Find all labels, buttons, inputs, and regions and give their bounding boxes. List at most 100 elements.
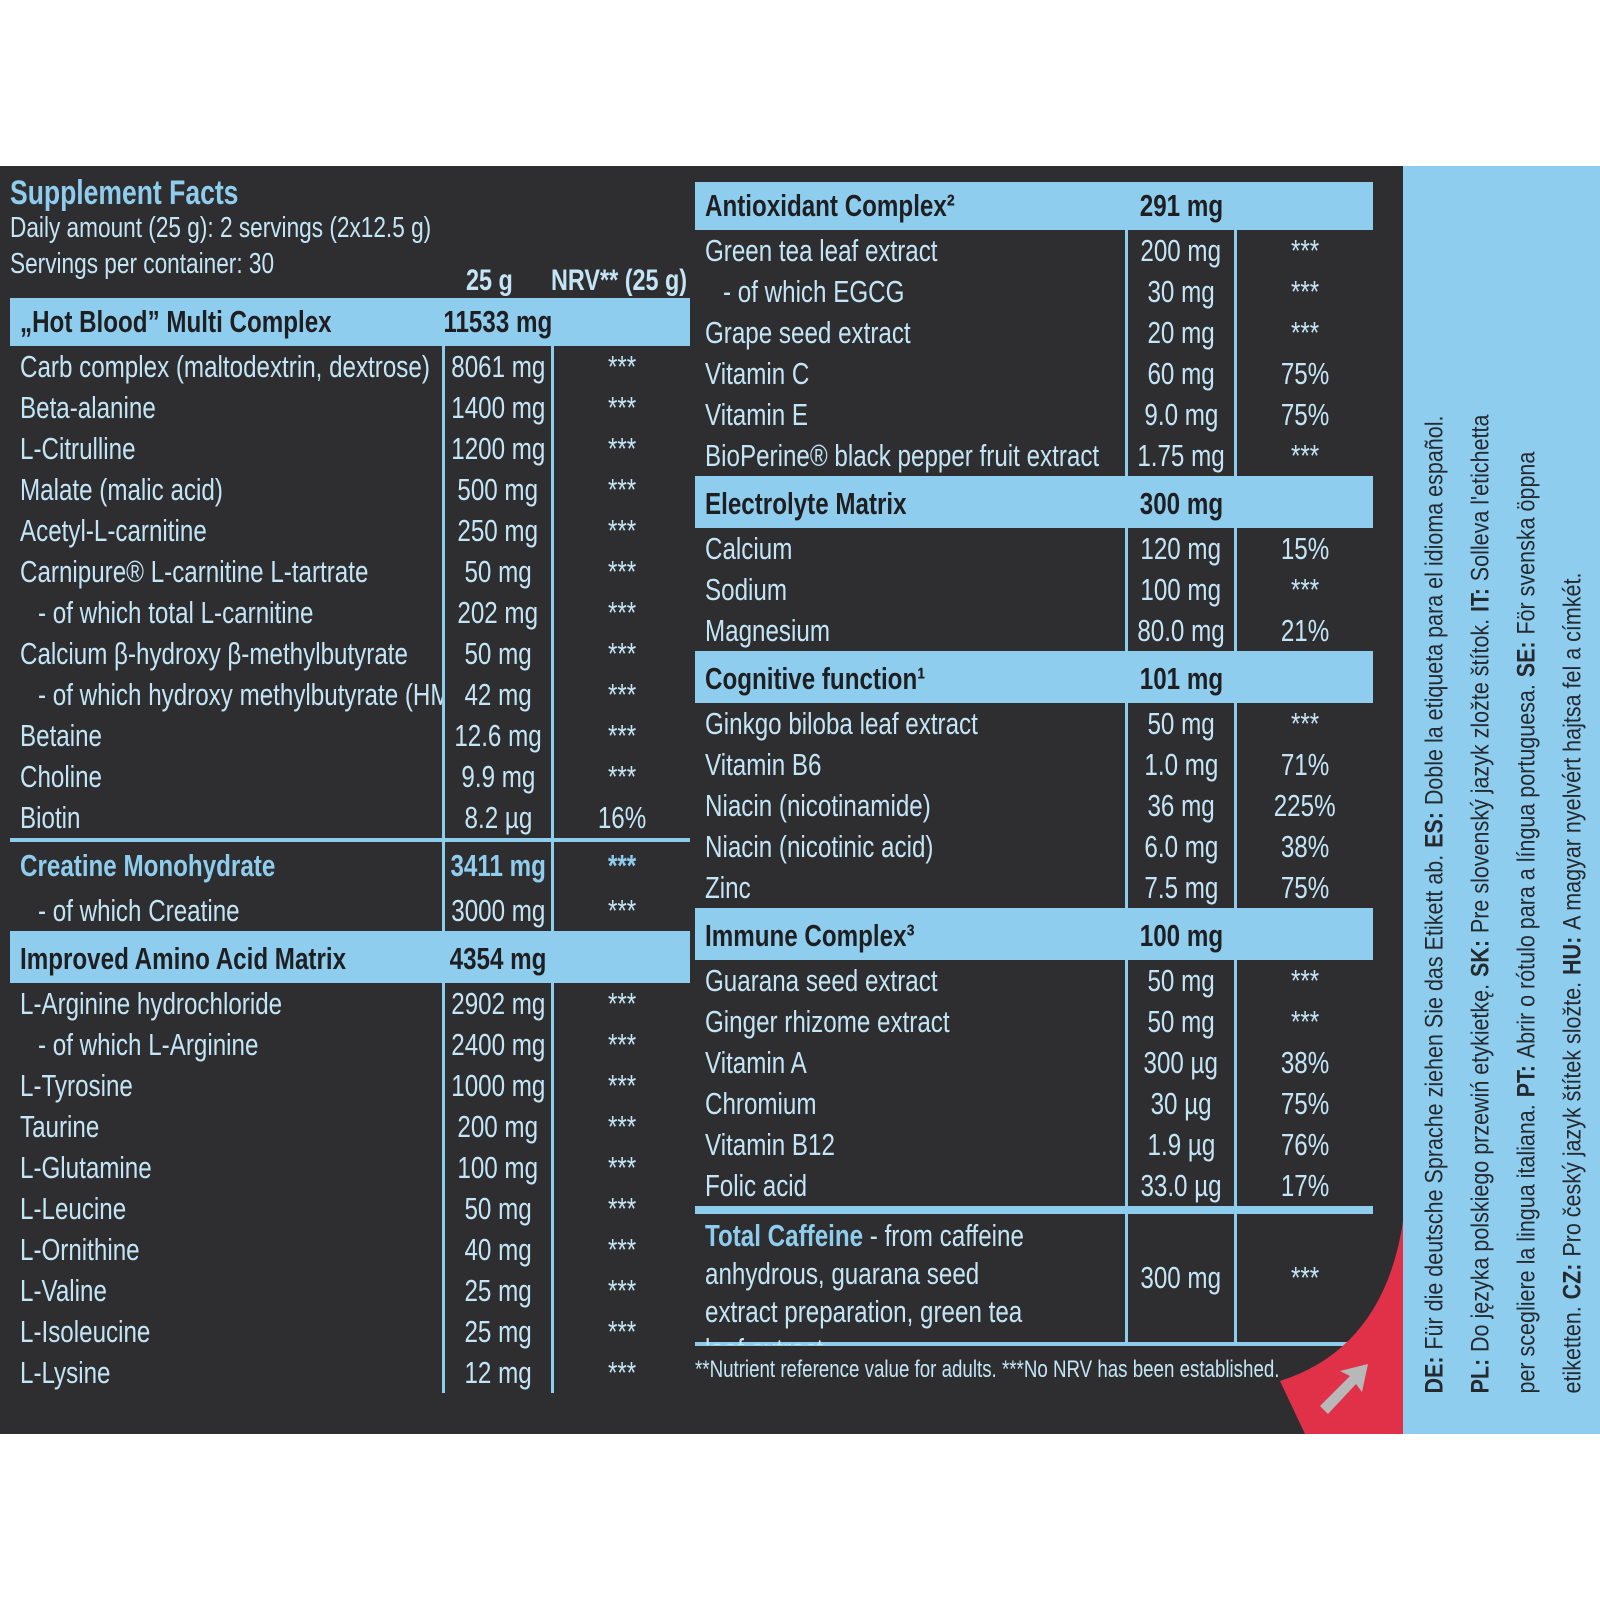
ingredient-name: Vitamin B12: [705, 1126, 835, 1162]
section-nrv-cell: [1234, 480, 1373, 528]
ingredient-nrv-cell: ***: [551, 346, 690, 387]
ingredient-amount: 30 mg: [1147, 273, 1215, 309]
ingredient-amount: 120 mg: [1140, 530, 1222, 566]
section: „Hot Blood” Multi Complex 11533 mg Carb co…: [10, 298, 690, 842]
ingredient-nrv-cell: ***: [551, 1229, 690, 1270]
ingredient-name-cell: L-Valine: [10, 1270, 442, 1311]
ingredient-nrv-cell: ***: [551, 890, 690, 931]
col-nrv: NRV** (25 g): [551, 264, 688, 297]
ingredient-nrv-cell: ***: [551, 1147, 690, 1188]
ingredient-name: Ginger rhizome extract: [705, 1003, 950, 1039]
ingredient-amount: 2902 mg: [450, 985, 546, 1021]
ingredient-nrv: ***: [607, 1149, 637, 1185]
header: Supplement Facts Daily amount (25 g): 2 s…: [10, 174, 690, 298]
ingredient-amount: 1400 mg: [450, 389, 546, 425]
ingredient-row: Sodium 100 mg ***: [695, 569, 1373, 610]
ingredient-nrv: ***: [607, 594, 637, 630]
ingredient-name-cell: Choline: [10, 756, 442, 797]
ingredient-nrv: 75%: [1280, 355, 1330, 391]
section: Creatine Monohydrate 3411 mg *** - of which…: [10, 842, 690, 935]
section-amount: 4354 mg: [449, 941, 547, 976]
ingredient-amount: 500 mg: [457, 471, 539, 507]
ingredient-nrv-cell: 76%: [1234, 1124, 1373, 1165]
ingredient-row: Ginger rhizome extract 50 mg ***: [695, 1001, 1373, 1042]
ingredient-amount-cell: 300 µg: [1125, 1042, 1234, 1083]
ingredient-row: Magnesium 80.0 mg 21%: [695, 610, 1373, 651]
section-name: Improved Amino Acid Matrix: [20, 941, 347, 976]
ingredient-row: Taurine 200 mg ***: [10, 1106, 690, 1147]
ingredient-name: BioPerine® black pepper fruit extract: [705, 437, 1100, 473]
ingredient-nrv-cell: ***: [1234, 569, 1373, 610]
caffeine-nrv-cell: ***: [1234, 1214, 1373, 1342]
ingredient-name: Vitamin B6: [705, 746, 822, 782]
language-code: HU:: [1558, 936, 1587, 975]
ingredient-name-cell: Vitamin B6: [695, 744, 1125, 785]
section-name: Cognitive function¹: [705, 661, 926, 696]
ingredient-amount: 50 mg: [1147, 705, 1215, 741]
ingredient-name-cell: - of which total L-carnitine: [10, 592, 442, 633]
ingredient-nrv: 15%: [1280, 530, 1330, 566]
ingredient-amount-cell: 50 mg: [1125, 703, 1234, 744]
section: Improved Amino Acid Matrix 4354 mg L-Argin…: [10, 935, 690, 1393]
ingredient-name: L-Arginine hydrochloride: [20, 985, 283, 1021]
section-amount-cell: 100 mg: [1125, 912, 1234, 960]
ingredient-nrv-cell: ***: [1234, 312, 1373, 353]
ingredient-nrv: ***: [607, 676, 637, 712]
ingredient-amount: 100 mg: [1140, 571, 1222, 607]
language-instruction: Doble la etiqueta para el idioma español…: [1420, 415, 1449, 806]
ingredient-nrv: 76%: [1280, 1126, 1330, 1162]
language-instruction: A magyar nyelvért hajtsa fel a címkét.: [1558, 572, 1587, 930]
ingredient-amount-cell: 36 mg: [1125, 785, 1234, 826]
caffeine-name-cell: Total Caffeine - from caffeine anhydrous…: [695, 1211, 1125, 1345]
ingredient-row: Green tea leaf extract 200 mg ***: [695, 230, 1373, 271]
ingredient-amount-cell: 250 mg: [442, 510, 551, 551]
ingredient-amount: 7.5 mg: [1144, 869, 1218, 905]
ingredient-nrv-cell: ***: [551, 1352, 690, 1393]
ingredient-amount: 6.0 mg: [1144, 828, 1218, 864]
language-code: PL:: [1466, 1358, 1495, 1394]
ingredient-name: L-Tyrosine: [20, 1067, 133, 1103]
language-strip: DE: Für die deutsche Sprache ziehen Sie d…: [1403, 166, 1600, 1434]
ingredient-name-cell: Zinc: [695, 867, 1125, 908]
peel-arrow: [1320, 1364, 1368, 1414]
ingredient-amount: 50 mg: [464, 635, 532, 671]
ingredient-row: Niacin (nicotinic acid) 6.0 mg 38%: [695, 826, 1373, 867]
ingredient-name-cell: L-Glutamine: [10, 1147, 442, 1188]
footnote-box: **Nutrient reference value for adults. *…: [695, 1356, 1373, 1384]
section-nrv-cell: [1234, 182, 1373, 230]
ingredient-name: Niacin (nicotinic acid): [705, 828, 934, 864]
caffeine-amount-cell: 300 mg: [1125, 1214, 1234, 1342]
ingredient-nrv-cell: 71%: [1234, 744, 1373, 785]
section-name: „Hot Blood” Multi Complex: [20, 304, 332, 339]
ingredient-name-cell: Calcium: [695, 528, 1125, 569]
ingredient-amount-cell: 1.75 mg: [1125, 435, 1234, 476]
ingredient-amount: 2400 mg: [450, 1026, 546, 1062]
ingredient-name: - of which L-Arginine: [38, 1026, 259, 1062]
ingredient-nrv-cell: 75%: [1234, 353, 1373, 394]
ingredient-nrv: ***: [607, 1272, 637, 1308]
section-nrv: ***: [607, 848, 637, 883]
section-name: Antioxidant Complex²: [705, 188, 955, 223]
ingredient-nrv: ***: [607, 635, 637, 671]
ingredient-amount-cell: 8061 mg: [442, 346, 551, 387]
ingredient-nrv-cell: ***: [551, 1270, 690, 1311]
section-header: Electrolyte Matrix 300 mg: [695, 480, 1373, 528]
section: Electrolyte Matrix 300 mg Calcium 120 mg 15%…: [695, 480, 1373, 655]
ingredient-nrv-cell: 38%: [1234, 826, 1373, 867]
ingredient-name: Beta-alanine: [20, 389, 156, 425]
ingredient-amount-cell: 1000 mg: [442, 1065, 551, 1106]
ingredient-amount-cell: 50 mg: [1125, 1001, 1234, 1042]
servings: Servings per container: 30: [10, 248, 275, 280]
ingredient-name-cell: Acetyl-L-carnitine: [10, 510, 442, 551]
ingredient-name-cell: BioPerine® black pepper fruit extract: [695, 435, 1125, 476]
ingredient-amount: 250 mg: [457, 512, 539, 548]
ingredient-amount: 100 mg: [457, 1149, 539, 1185]
ingredient-name: Zinc: [705, 869, 751, 905]
section-amount: 100 mg: [1139, 918, 1223, 953]
ingredient-row: L-Lysine 12 mg ***: [10, 1352, 690, 1393]
ingredient-amount: 8.2 µg: [464, 799, 532, 835]
language-instruction: per scegliere la lingua italiana.: [1512, 1104, 1541, 1394]
section-name: Electrolyte Matrix: [705, 486, 907, 521]
ingredient-amount: 20 mg: [1147, 314, 1215, 350]
ingredient-nrv-cell: ***: [551, 756, 690, 797]
